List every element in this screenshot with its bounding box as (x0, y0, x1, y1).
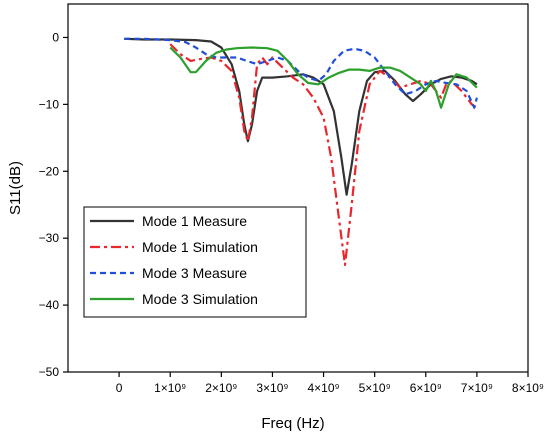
x-tick-label: 0 (116, 381, 123, 395)
y-axis-title: S11(dB) (7, 161, 24, 215)
y-tick-label: −40 (39, 298, 60, 312)
x-tick-label: 7×10⁹ (461, 381, 493, 395)
y-tick-label: −20 (39, 164, 60, 178)
series-line-3 (124, 37, 478, 109)
legend-label-1: Mode 1 Measure (142, 213, 247, 229)
x-axis-title: Freq (Hz) (261, 415, 324, 432)
series-line-4 (169, 46, 478, 109)
y-tick-label: −10 (39, 97, 60, 111)
x-tick-label: 1×10⁹ (154, 381, 186, 395)
legend-label-4: Mode 3 Simulation (142, 291, 258, 307)
series-line-1 (124, 37, 478, 196)
y-tick-label: −30 (39, 231, 60, 245)
legend-label-3: Mode 3 Measure (142, 265, 247, 281)
y-tick-label: 0 (52, 30, 59, 44)
x-tick-label: 8×10⁹ (512, 381, 544, 395)
axes: 0 1×10⁹ 2×10⁹ 3×10⁹ 4×10⁹ 5×10⁹ 6×10⁹ 7×10⁹ 8×10… (7, 3, 544, 432)
x-tick-label: 6×10⁹ (410, 381, 442, 395)
legend: Mode 1 Measure Mode 1 Simulation Mode 3 Me… (83, 206, 307, 318)
series-line-2 (169, 43, 478, 266)
y-tick-label: −50 (39, 365, 60, 379)
x-tick-label: 4×10⁹ (307, 381, 339, 395)
legend-label-2: Mode 1 Simulation (142, 239, 258, 255)
plot-frame (67, 3, 529, 373)
x-tick-label: 5×10⁹ (359, 381, 391, 395)
plot-area (124, 37, 478, 266)
x-tick-label: 3×10⁹ (256, 381, 288, 395)
x-tick-label: 2×10⁹ (205, 381, 237, 395)
